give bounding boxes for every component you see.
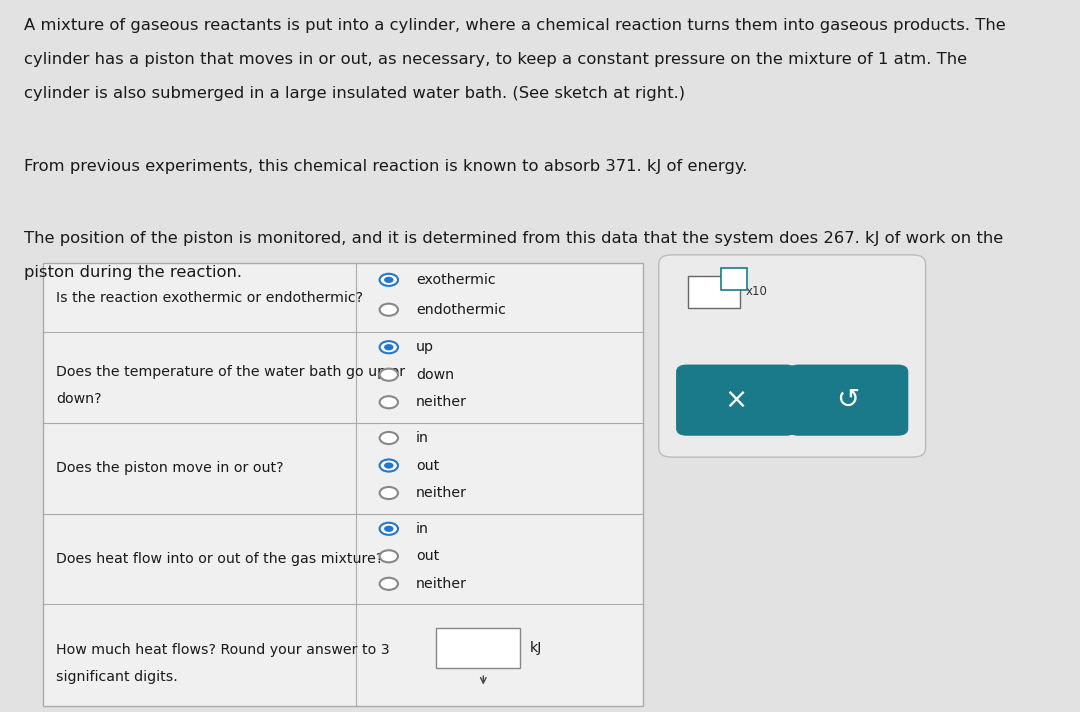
- Text: Does heat flow into or out of the gas mixture?: Does heat flow into or out of the gas mi…: [56, 552, 383, 566]
- Text: endothermic: endothermic: [416, 303, 505, 317]
- Text: How much heat flows? Round your answer to 3: How much heat flows? Round your answer t…: [56, 642, 390, 656]
- Text: in: in: [416, 431, 429, 445]
- FancyBboxPatch shape: [676, 365, 797, 436]
- Text: up: up: [416, 340, 434, 354]
- Circle shape: [380, 432, 399, 444]
- Circle shape: [380, 369, 399, 381]
- Circle shape: [380, 577, 399, 590]
- Circle shape: [380, 487, 399, 499]
- Text: From previous experiments, this chemical reaction is known to absorb 371. kJ of : From previous experiments, this chemical…: [24, 159, 747, 174]
- Text: Does the piston move in or out?: Does the piston move in or out?: [56, 461, 284, 476]
- Text: neither: neither: [416, 486, 467, 500]
- Text: A mixture of gaseous reactants is put into a cylinder, where a chemical reaction: A mixture of gaseous reactants is put in…: [24, 18, 1005, 33]
- Text: The position of the piston is monitored, and it is determined from this data tha: The position of the piston is monitored,…: [24, 231, 1003, 246]
- Circle shape: [384, 344, 393, 350]
- FancyBboxPatch shape: [788, 365, 908, 436]
- FancyBboxPatch shape: [436, 628, 521, 668]
- Circle shape: [380, 523, 399, 535]
- Text: neither: neither: [416, 395, 467, 409]
- Circle shape: [380, 550, 399, 562]
- Text: cylinder is also submerged in a large insulated water bath. (See sketch at right: cylinder is also submerged in a large in…: [24, 86, 685, 101]
- Text: exothermic: exothermic: [416, 273, 496, 287]
- Circle shape: [380, 396, 399, 408]
- Text: out: out: [416, 459, 440, 473]
- Text: ↺: ↺: [836, 386, 860, 414]
- Text: Is the reaction exothermic or endothermic?: Is the reaction exothermic or endothermi…: [56, 290, 363, 305]
- Text: down?: down?: [56, 392, 102, 406]
- FancyBboxPatch shape: [688, 276, 740, 308]
- Text: ×: ×: [725, 386, 748, 414]
- Circle shape: [384, 462, 393, 468]
- Text: neither: neither: [416, 577, 467, 591]
- Circle shape: [384, 277, 393, 283]
- Text: out: out: [416, 549, 440, 563]
- Text: down: down: [416, 367, 454, 382]
- Circle shape: [380, 274, 399, 286]
- Text: Does the temperature of the water bath go up or: Does the temperature of the water bath g…: [56, 365, 405, 379]
- Text: piston during the reaction.: piston during the reaction.: [24, 265, 242, 280]
- FancyBboxPatch shape: [721, 268, 747, 290]
- FancyBboxPatch shape: [43, 263, 643, 706]
- Text: in: in: [416, 522, 429, 536]
- Text: x10: x10: [745, 286, 767, 298]
- Text: cylinder has a piston that moves in or out, as necessary, to keep a constant pre: cylinder has a piston that moves in or o…: [24, 52, 967, 67]
- Circle shape: [380, 459, 399, 471]
- Text: significant digits.: significant digits.: [56, 669, 178, 684]
- Circle shape: [384, 525, 393, 532]
- Circle shape: [380, 341, 399, 353]
- Circle shape: [380, 303, 399, 315]
- Text: kJ: kJ: [530, 642, 542, 655]
- FancyBboxPatch shape: [659, 255, 926, 457]
